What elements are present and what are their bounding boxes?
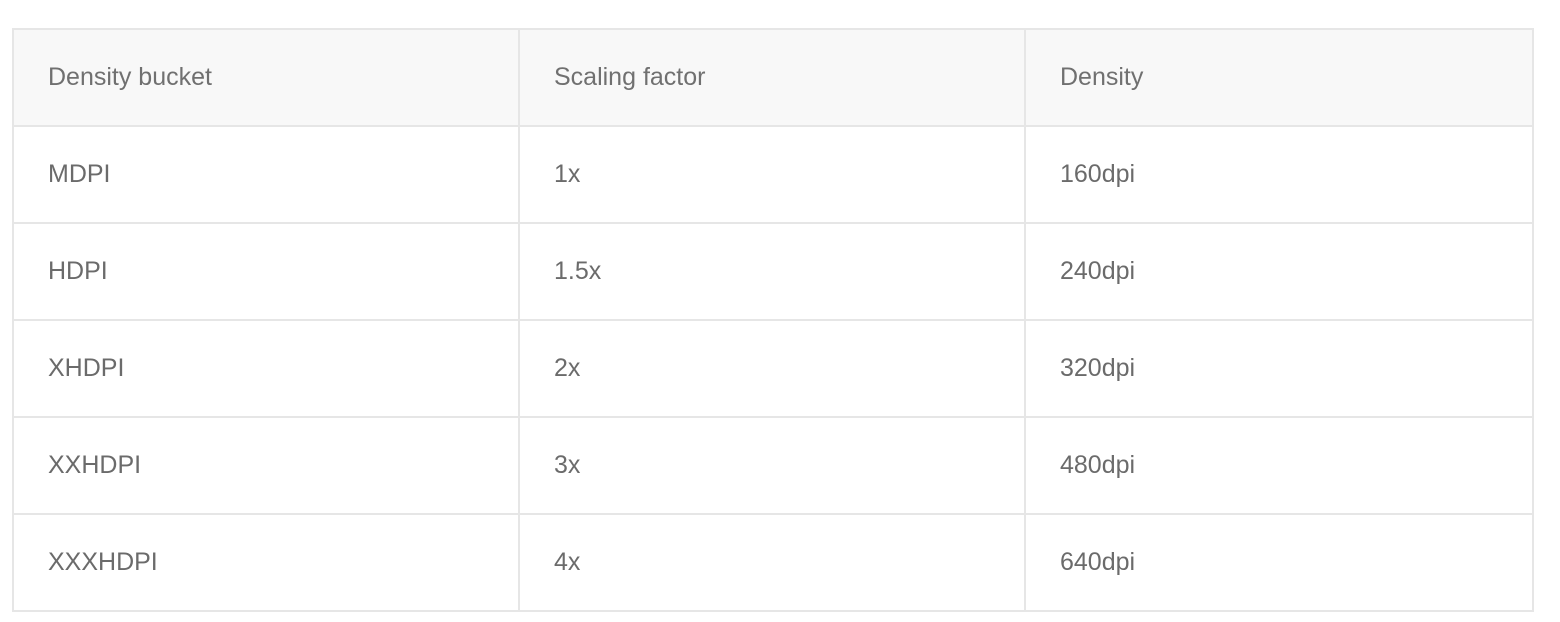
- cell-scaling-factor: 1.5x: [518, 222, 1026, 321]
- cell-density: 640dpi: [1024, 513, 1534, 612]
- cell-density-bucket: MDPI: [12, 125, 520, 224]
- header-scaling-factor: Scaling factor: [518, 28, 1026, 127]
- cell-density: 480dpi: [1024, 416, 1534, 515]
- cell-density-bucket: XXXHDPI: [12, 513, 520, 612]
- table-row: XXHDPI 3x 480dpi: [12, 416, 1534, 515]
- cell-density-bucket: XHDPI: [12, 319, 520, 418]
- cell-scaling-factor: 1x: [518, 125, 1026, 224]
- header-row: Density bucket Scaling factor Density: [12, 28, 1534, 127]
- cell-density: 320dpi: [1024, 319, 1534, 418]
- table-row: XXXHDPI 4x 640dpi: [12, 513, 1534, 612]
- cell-density: 160dpi: [1024, 125, 1534, 224]
- cell-scaling-factor: 4x: [518, 513, 1026, 612]
- table-row: HDPI 1.5x 240dpi: [12, 222, 1534, 321]
- header-density-bucket: Density bucket: [12, 28, 520, 127]
- table-row: XHDPI 2x 320dpi: [12, 319, 1534, 418]
- header-density: Density: [1024, 28, 1534, 127]
- density-table: Density bucket Scaling factor Density MD…: [12, 28, 1534, 612]
- cell-scaling-factor: 3x: [518, 416, 1026, 515]
- cell-density-bucket: XXHDPI: [12, 416, 520, 515]
- cell-density: 240dpi: [1024, 222, 1534, 321]
- table-body: MDPI 1x 160dpi HDPI 1.5x 240dpi XHDPI 2x…: [12, 125, 1534, 612]
- cell-density-bucket: HDPI: [12, 222, 520, 321]
- cell-scaling-factor: 2x: [518, 319, 1026, 418]
- table-row: MDPI 1x 160dpi: [12, 125, 1534, 224]
- table-header: Density bucket Scaling factor Density: [12, 28, 1534, 127]
